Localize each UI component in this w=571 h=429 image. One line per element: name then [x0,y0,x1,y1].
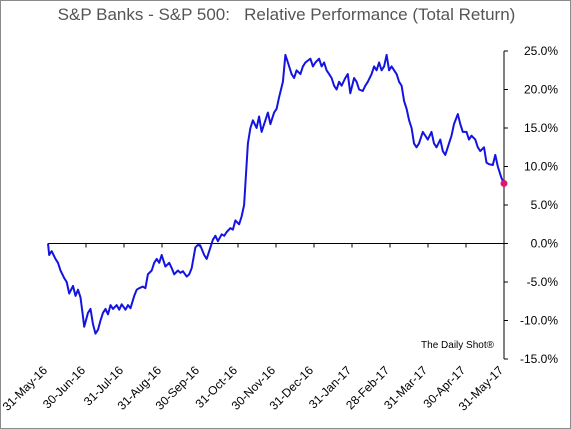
chart-title: S&P Banks - S&P 500: Relative Performanc… [57,5,516,24]
y-tick-label: 25.0% [524,44,558,58]
y-tick-label: 0.0% [531,237,559,251]
x-tick-label: 31-May-16 [1,363,50,414]
series-layer [47,53,508,335]
x-tick-label: 30-Jun-16 [40,363,88,411]
x-tick-labels: 31-May-1630-Jun-1631-Jul-1631-Aug-1630-S… [1,363,506,414]
y-tick-labels: 25.0% 20.0% 15.0% 10.0% 5.0% 0.0% -5.0% -10.0% -… [520,44,558,366]
y-tick-label: 20.0% [524,83,558,97]
y-tick-label: 15.0% [524,121,558,135]
last-value-marker [500,179,508,187]
series-line [47,53,505,335]
axes [47,50,508,360]
y-tick-label: -5.0% [527,275,559,289]
y-tick-label: 10.0% [524,160,558,174]
y-tick-label: -15.0% [520,352,558,366]
source-annotation: The Daily Shot® [421,340,495,351]
y-tick-label: 5.0% [531,198,559,212]
y-tick-label: -10.0% [520,314,558,328]
